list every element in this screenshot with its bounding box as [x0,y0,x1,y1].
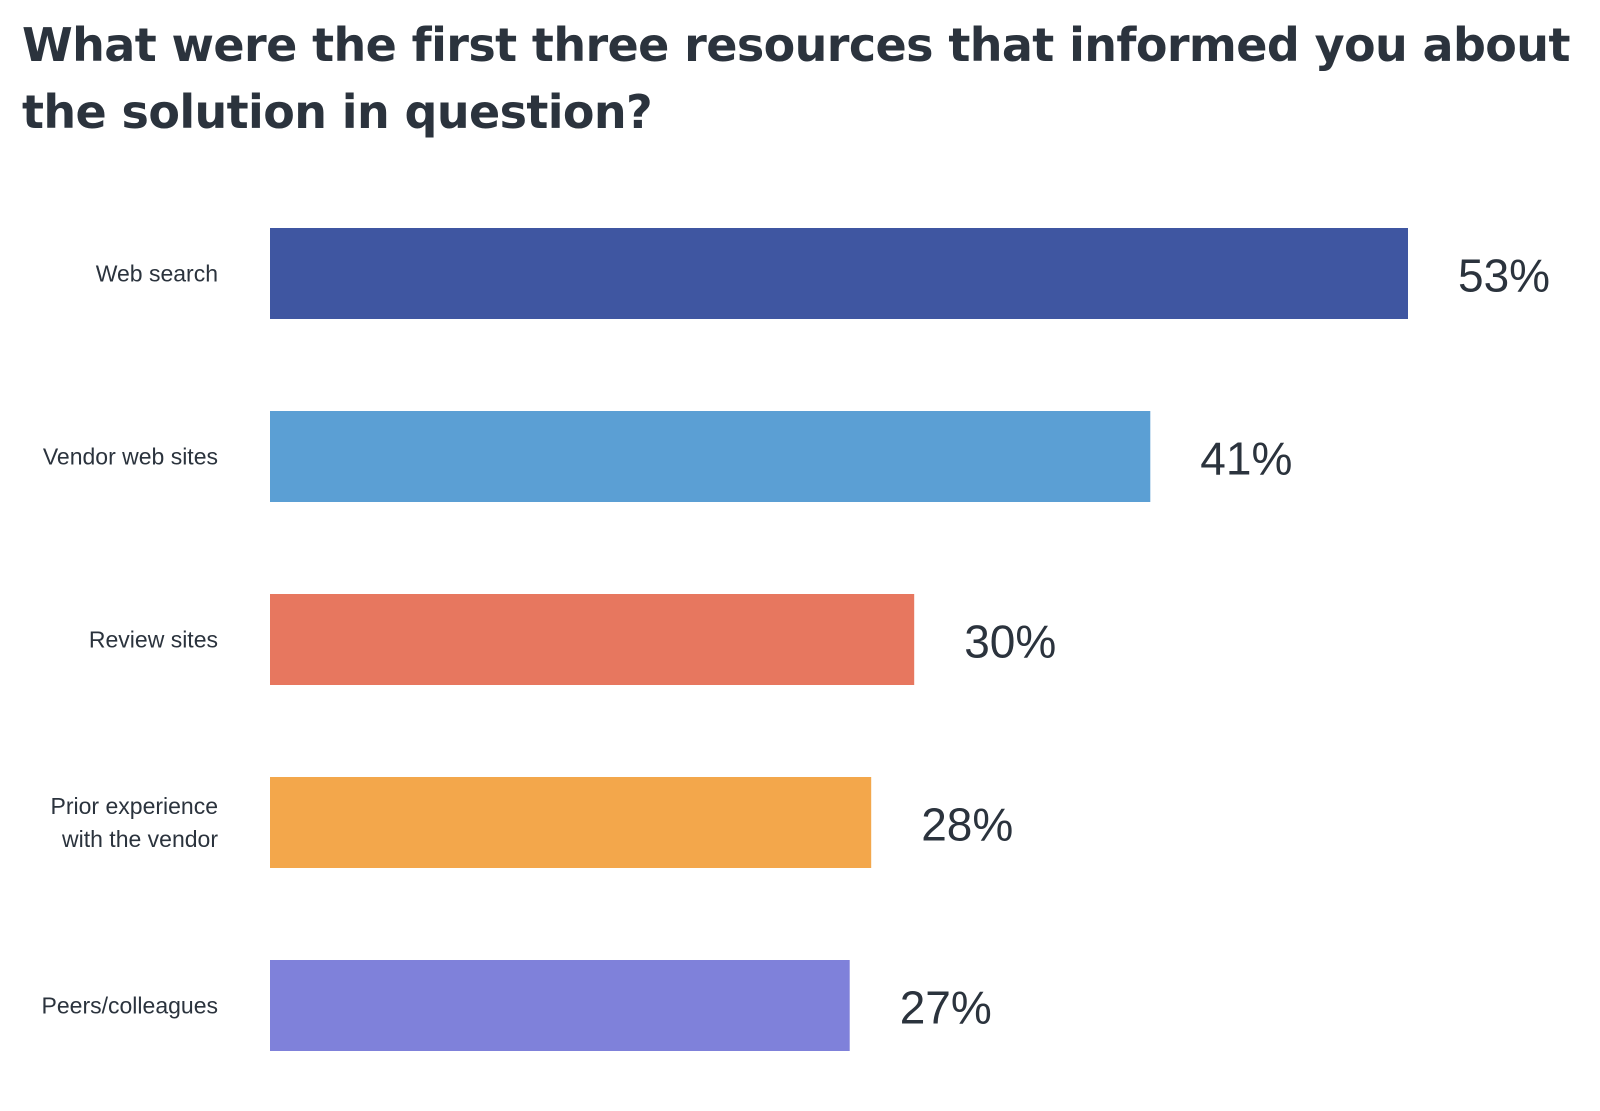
value-label-4: 27% [900,982,992,1034]
value-label-0: 53% [1458,250,1550,302]
value-label-3: 28% [921,799,1013,851]
bar-3 [270,777,872,868]
bar-1 [270,411,1151,502]
category-label-3: Prior experience with the vendor [51,793,219,852]
value-label-1: 41% [1200,433,1292,485]
bar-0 [270,228,1408,319]
category-label-2: Review sites [89,627,218,653]
bar-4 [270,960,850,1051]
bar-2 [270,594,915,685]
category-label-1: Vendor web sites [43,444,218,470]
chart-title: What were the first three resources that… [22,18,1570,139]
category-label-0: Web search [96,261,218,287]
value-label-2: 30% [964,616,1056,668]
category-label-4: Peers/colleagues [42,993,218,1019]
